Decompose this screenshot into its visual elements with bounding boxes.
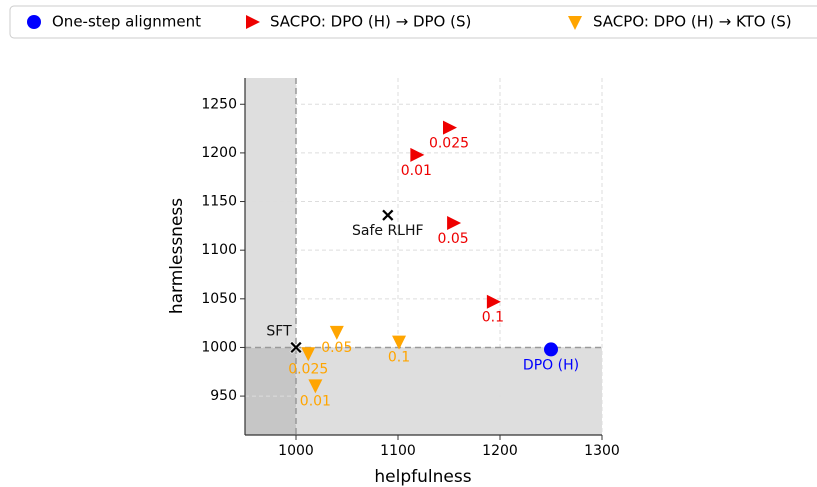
point-label: 0.05: [437, 231, 468, 247]
legend-box: [9, 5, 817, 39]
legend-marker: [27, 15, 41, 29]
x-tick-label: 1300: [584, 443, 620, 459]
y-axis-label: harmlessness: [167, 198, 187, 314]
point: [486, 294, 501, 309]
point: [289, 341, 303, 354]
x-tick-label: 1100: [380, 443, 416, 459]
point-label: 0.01: [401, 163, 432, 179]
point: [301, 347, 316, 362]
legend-label: SACPO: DPO (H) → DPO (S): [270, 13, 471, 31]
point-label: 0.1: [388, 350, 410, 366]
point: [544, 342, 558, 357]
point: [308, 379, 323, 394]
point-label: 0.1: [482, 310, 504, 326]
point: [443, 120, 457, 135]
x-tick-label: 1000: [278, 443, 314, 459]
y-tick-label: 1100: [201, 242, 237, 258]
x-tick-label: 1200: [482, 443, 518, 459]
y-tick-label: 1000: [201, 339, 237, 355]
point: [410, 147, 425, 162]
shade-y: [245, 347, 602, 435]
point: [392, 335, 407, 350]
y-tick-label: 1050: [201, 291, 237, 307]
y-tick-label: 950: [210, 388, 237, 404]
point-label: 0.01: [300, 393, 331, 409]
legend-label: One-step alignment: [52, 13, 201, 31]
point-label: 0.05: [321, 340, 352, 356]
y-tick-label: 1200: [201, 145, 237, 161]
x-axis-label: helpfulness: [374, 467, 471, 487]
shade-x: [245, 78, 296, 435]
point-label: 0.025: [429, 136, 469, 152]
legend-marker: [568, 16, 582, 30]
point: [381, 208, 395, 222]
point-label: Safe RLHF: [352, 223, 424, 239]
point: [329, 325, 344, 340]
point-label: DPO (H): [523, 357, 579, 373]
point: [447, 215, 462, 230]
y-tick-label: 1250: [201, 96, 237, 112]
point-label: SFT: [266, 323, 292, 339]
legend-marker: [246, 15, 260, 29]
point-label: 0.025: [288, 361, 328, 377]
legend-label: SACPO: DPO (H) → KTO (S): [593, 13, 792, 31]
y-tick-label: 1150: [201, 194, 237, 210]
